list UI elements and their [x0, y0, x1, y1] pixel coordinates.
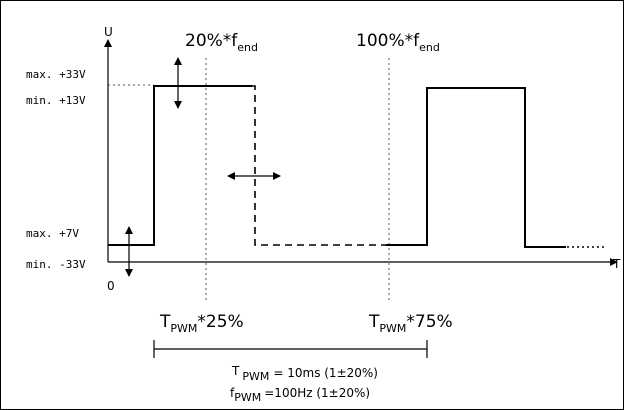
level-max-low: max. +7V	[26, 227, 79, 240]
level-min-low: min. -33V	[26, 258, 86, 271]
formula-period-sub: PWM	[242, 370, 269, 383]
formula-period-value: = 10ms (1±20%)	[273, 366, 378, 380]
origin-label: 0	[107, 279, 115, 293]
marker-100-text: 100%*f	[356, 31, 420, 51]
pwm-signal-second-pulse	[386, 87, 566, 248]
y-axis-label: U	[104, 25, 113, 39]
level-max-high: max. +33V	[26, 68, 86, 81]
period-75-sub: PWM	[379, 322, 406, 335]
period-label-75: TPWM*75%	[368, 312, 453, 335]
marker-20-text: 20%*f	[185, 31, 238, 51]
formula-frequency-sub: PWM	[234, 391, 261, 404]
formula-frequency-value: =100Hz (1±20%)	[264, 386, 370, 400]
period-25-t: T	[159, 312, 171, 332]
formula-period: T PWM = 10ms (1±20%)	[231, 364, 378, 383]
x-axis-label: T	[612, 257, 621, 271]
period-75-suffix: *75%	[406, 312, 452, 332]
marker-100-sub: end	[419, 41, 440, 54]
period-75-t: T	[368, 312, 380, 332]
pwm-signal-dashed	[252, 85, 386, 246]
marker-100-label: 100%*fend	[356, 31, 440, 54]
period-label-25: TPWM*25%	[159, 312, 244, 335]
marker-20-sub: end	[237, 41, 258, 54]
period-25-suffix: *25%	[197, 312, 243, 332]
level-min-high: min. +13V	[26, 94, 86, 107]
period-25-sub: PWM	[170, 322, 197, 335]
formula-frequency: fPWM =100Hz (1±20%)	[230, 386, 370, 404]
formula-frequency-f: f	[230, 386, 235, 400]
formula-period-t: T	[231, 364, 240, 378]
marker-20-label: 20%*fend	[185, 31, 258, 54]
